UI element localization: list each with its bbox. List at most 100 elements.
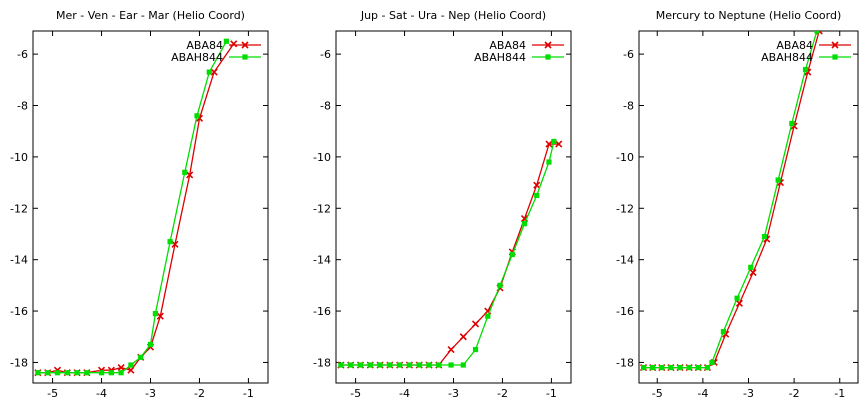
legend-label-aba84: ABA84	[186, 39, 223, 52]
data-point-aba84	[471, 320, 480, 328]
x-tick-label: -2	[194, 387, 205, 400]
x-tick-label: -3	[743, 387, 754, 400]
data-point-abah844	[521, 221, 528, 227]
plot-area	[639, 31, 823, 372]
series-line-abah844	[643, 31, 818, 369]
data-point-abah844	[761, 233, 768, 240]
data-point-abah844	[138, 354, 144, 360]
data-point-aba84	[545, 140, 553, 148]
data-point-abah844	[426, 362, 432, 368]
legend-marker-abah844	[545, 54, 551, 60]
legend-label-abah844: ABAH844	[761, 51, 813, 64]
series-line-aba84	[643, 31, 820, 369]
data-point-aba84	[210, 68, 218, 76]
x-tick-label: -3	[448, 387, 459, 400]
data-point-abah844	[704, 364, 711, 371]
y-tick-label: -12	[10, 202, 28, 215]
data-point-aba84	[555, 140, 563, 148]
x-tick-label: -5	[652, 387, 663, 400]
data-point-abah844	[695, 364, 701, 371]
data-point-aba84	[533, 181, 541, 189]
plot-area	[34, 38, 238, 377]
y-tick-label: -14	[616, 254, 634, 267]
data-point-abah844	[775, 177, 781, 183]
data-point-aba84	[117, 364, 125, 372]
data-point-abah844	[677, 364, 683, 371]
data-point-abah844	[367, 362, 373, 368]
data-point-abah844	[709, 359, 715, 366]
y-tick-label: -6	[623, 48, 634, 61]
data-point-abah844	[802, 66, 809, 73]
data-point-abah844	[734, 295, 740, 301]
y-tick-label: -14	[313, 254, 331, 267]
x-tick-label: -3	[145, 387, 156, 400]
series-line-abah844	[340, 141, 555, 366]
data-point-abah844	[64, 370, 70, 376]
chart-title: Mer - Ven - Ear - Mar (Helio Coord)	[56, 9, 245, 22]
data-point-abah844	[98, 370, 105, 376]
data-point-abah844	[650, 364, 656, 371]
x-tick-label: -4	[399, 387, 410, 400]
data-point-abah844	[551, 138, 557, 145]
data-point-aba84	[156, 312, 164, 320]
y-tick-label: -6	[17, 48, 28, 61]
data-point-abah844	[509, 251, 515, 258]
y-tick-label: -8	[17, 100, 28, 113]
legend-marker-aba84	[241, 41, 249, 49]
x-tick-label: -5	[350, 387, 361, 400]
legend-label-abah844: ABAH844	[171, 51, 223, 64]
chart-title: Jup - Sat - Ura - Nep (Helio Coord)	[360, 9, 546, 22]
data-point-aba84	[749, 268, 757, 277]
data-point-abah844	[377, 362, 383, 368]
data-point-abah844	[748, 264, 754, 270]
chart-title: Mercury to Neptune (Helio Coord)	[656, 9, 842, 22]
data-point-abah844	[74, 370, 80, 376]
data-point-aba84	[171, 240, 179, 248]
x-tick-label: -2	[497, 387, 508, 400]
y-tick-label: -16	[616, 305, 634, 318]
x-tick-label: -5	[47, 387, 58, 400]
legend-label-aba84: ABA84	[489, 39, 526, 52]
data-point-abah844	[54, 370, 61, 376]
data-point-abah844	[485, 313, 491, 319]
data-point-abah844	[406, 362, 413, 368]
data-point-abah844	[338, 362, 344, 368]
plot-frame	[638, 30, 859, 384]
data-point-abah844	[460, 362, 466, 368]
legend-marker-abah844	[242, 54, 248, 60]
data-point-abah844	[182, 169, 188, 175]
plot-frame	[32, 30, 269, 384]
data-point-abah844	[223, 38, 229, 44]
data-point-abah844	[35, 370, 41, 376]
data-point-abah844	[147, 341, 154, 348]
data-point-abah844	[534, 192, 540, 199]
legend-marker-aba84	[544, 41, 552, 49]
y-tick-label: -10	[313, 151, 331, 164]
y-tick-label: -12	[616, 202, 634, 215]
data-point-abah844	[387, 362, 393, 368]
data-point-abah844	[668, 364, 674, 371]
x-tick-label: -2	[789, 387, 800, 400]
y-tick-label: -18	[313, 356, 331, 369]
series-line-aba84	[340, 143, 559, 366]
data-point-abah844	[789, 120, 795, 127]
data-point-abah844	[206, 69, 212, 75]
x-tick-label: -1	[834, 387, 845, 400]
data-point-aba84	[459, 333, 467, 341]
y-tick-label: -18	[10, 356, 28, 369]
chart-panel-1: Mer - Ven - Ear - Mar (Helio Coord) -5 -4…	[10, 9, 269, 400]
legend-marker-abah844	[832, 54, 838, 60]
data-point-abah844	[814, 31, 820, 34]
data-point-abah844	[118, 370, 124, 376]
y-tick-label: -6	[320, 48, 331, 61]
legend-marker-aba84	[831, 41, 839, 49]
series-line-aba84	[37, 43, 235, 374]
y-tick-label: -14	[10, 254, 28, 267]
data-point-abah844	[416, 362, 422, 368]
y-tick-label: -16	[10, 305, 28, 318]
y-tick-label: -10	[10, 151, 28, 164]
data-point-abah844	[357, 362, 364, 368]
data-point-abah844	[472, 346, 479, 353]
data-point-abah844	[84, 370, 90, 376]
